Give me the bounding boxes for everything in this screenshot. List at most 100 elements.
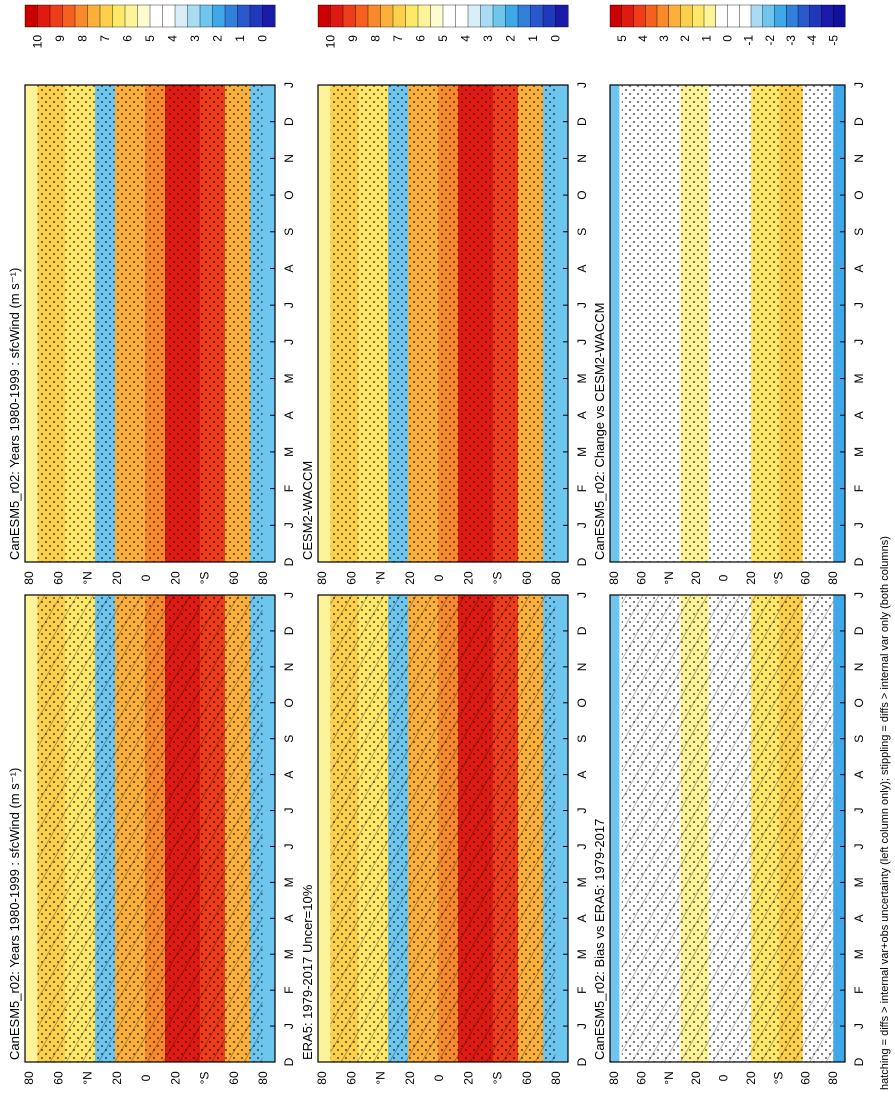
colorbar-swatch bbox=[633, 4, 646, 28]
lat-tick-label: °N bbox=[374, 571, 388, 584]
month-tick-label: J bbox=[575, 1023, 589, 1029]
field-band bbox=[833, 85, 846, 562]
colorbar-swatch bbox=[750, 4, 764, 28]
month-tick-label: J bbox=[852, 82, 866, 88]
month-tick-label: A bbox=[852, 264, 866, 272]
colorbar-label: 3 bbox=[481, 35, 495, 42]
colorbar-swatch bbox=[739, 4, 752, 28]
month-tick-label: D bbox=[282, 557, 296, 566]
month-tick-label: A bbox=[575, 914, 589, 922]
month-tick-label: M bbox=[575, 877, 589, 887]
month-tick-label: S bbox=[282, 735, 296, 743]
colorbar-label: 2 bbox=[211, 35, 225, 42]
hatching bbox=[330, 595, 556, 1062]
stippling bbox=[37, 85, 263, 562]
colorbar-2: 10 9 8 7 6 5 4 3 2 1 0 bbox=[317, 4, 569, 48]
panel-title: CESM2-WACCM bbox=[300, 461, 315, 560]
lat-tick-label: 80 bbox=[826, 571, 840, 585]
panel-title: CanESM5_r02: Years 1980-1999 : sfcWind (… bbox=[7, 268, 22, 560]
lat-tick-label: 60 bbox=[634, 1071, 648, 1085]
lat-tick-label: 20 bbox=[689, 1071, 703, 1085]
lat-tick-label: °N bbox=[662, 1071, 676, 1084]
month-tick-label: A bbox=[282, 771, 296, 779]
month-tick-label: J bbox=[852, 808, 866, 814]
lat-tick-label: 60 bbox=[344, 1071, 358, 1085]
lat-tick-label: 20 bbox=[110, 571, 124, 585]
colorbar-swatch bbox=[74, 4, 89, 28]
colorbar-swatch bbox=[342, 4, 357, 28]
lat-tick-label: °S bbox=[491, 1072, 505, 1085]
field-band bbox=[833, 595, 846, 1062]
lat-tick-label: °S bbox=[491, 572, 505, 585]
panel-frame bbox=[24, 594, 276, 1063]
panel-frame bbox=[609, 84, 846, 563]
colorbar-label: 4 bbox=[459, 35, 473, 42]
month-tick-label: M bbox=[575, 447, 589, 457]
colorbar-swatch bbox=[797, 4, 811, 28]
colorbar-swatch bbox=[442, 4, 457, 28]
lat-tick-label: 60 bbox=[634, 571, 648, 585]
month-tick-label: J bbox=[282, 339, 296, 345]
month-tick-label: O bbox=[852, 190, 866, 199]
colorbar-swatch bbox=[668, 4, 682, 28]
colorbar-label: -4 bbox=[805, 35, 819, 46]
colorbar-swatch bbox=[680, 4, 693, 28]
field-band bbox=[610, 85, 620, 562]
month-tick-label: N bbox=[282, 663, 296, 672]
panel-title: CanESM5_r02: Change vs CESM2-WACCM bbox=[592, 303, 607, 560]
footnote: hatching = diffs > internal var+obs unce… bbox=[879, 536, 891, 1090]
colorbar-swatch bbox=[405, 4, 419, 28]
colorbar-swatch bbox=[517, 4, 532, 28]
lat-tick-label: 20 bbox=[168, 1071, 182, 1085]
month-tick-label: M bbox=[282, 374, 296, 384]
month-tick-label: F bbox=[852, 485, 866, 492]
colorbar-swatch bbox=[224, 4, 239, 28]
lat-tick-label: 80 bbox=[607, 1071, 621, 1085]
colorbar-swatch bbox=[656, 4, 670, 28]
colorbar-label: 5 bbox=[143, 35, 157, 42]
month-tick-label: D bbox=[282, 1057, 296, 1066]
lat-tick-label: °N bbox=[374, 1071, 388, 1084]
colorbar-swatch bbox=[162, 4, 176, 28]
panel-frame bbox=[317, 594, 569, 1063]
colorbar-swatch bbox=[87, 4, 101, 28]
colorbar-label: 0 bbox=[721, 35, 735, 42]
month-tick-label: M bbox=[282, 949, 296, 959]
month-tick-label: N bbox=[575, 663, 589, 672]
month-tick-label: S bbox=[852, 735, 866, 743]
month-tick-label: F bbox=[575, 485, 589, 492]
month-tick-label: A bbox=[282, 914, 296, 922]
month-tick-label: J bbox=[575, 339, 589, 345]
month-tick-label: F bbox=[852, 986, 866, 993]
colorbar-swatch bbox=[149, 4, 164, 28]
month-tick-label: J bbox=[282, 522, 296, 528]
month-tick-label: A bbox=[852, 914, 866, 922]
month-tick-label: D bbox=[575, 1057, 589, 1066]
month-tick-label: J bbox=[852, 522, 866, 528]
lat-tick-label: 0 bbox=[139, 574, 153, 581]
month-tick-label: M bbox=[575, 949, 589, 959]
month-tick-label: J bbox=[575, 82, 589, 88]
colorbar-swatch bbox=[703, 4, 717, 28]
month-tick-label: D bbox=[575, 626, 589, 635]
month-tick-label: O bbox=[575, 698, 589, 707]
lat-tick-label: 80 bbox=[826, 1071, 840, 1085]
colorbar-swatch bbox=[237, 4, 251, 28]
colorbar-swatch bbox=[621, 4, 635, 28]
month-tick-label: D bbox=[852, 626, 866, 635]
colorbar-label: 9 bbox=[346, 35, 360, 42]
colorbar-label: 9 bbox=[53, 35, 67, 42]
colorbar-swatch bbox=[24, 4, 39, 28]
colorbar-swatch bbox=[317, 4, 332, 28]
month-tick-label: D bbox=[852, 1057, 866, 1066]
month-tick-label: M bbox=[282, 877, 296, 887]
panel-frame bbox=[609, 594, 846, 1063]
month-tick-label: S bbox=[575, 735, 589, 743]
month-tick-label: D bbox=[575, 557, 589, 566]
colorbar-swatch bbox=[715, 4, 729, 28]
month-tick-label: A bbox=[575, 411, 589, 419]
colorbar-swatch bbox=[492, 4, 507, 28]
colorbar-swatch bbox=[609, 4, 623, 28]
colorbar-swatch bbox=[199, 4, 214, 28]
month-tick-label: J bbox=[575, 592, 589, 598]
